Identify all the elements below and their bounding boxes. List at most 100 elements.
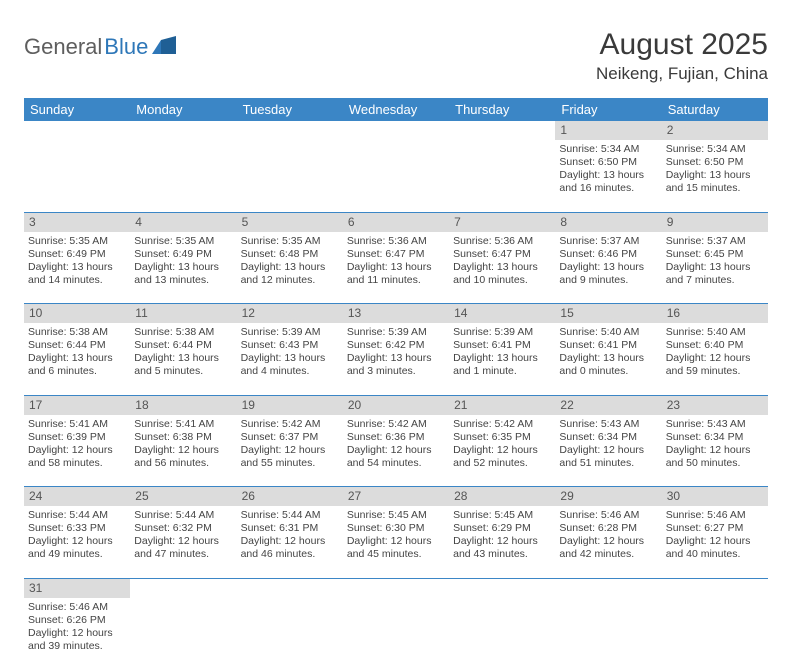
weekday-header: Sunday	[24, 98, 130, 121]
day-sunset: Sunset: 6:49 PM	[28, 248, 126, 261]
day-day2: and 39 minutes.	[28, 640, 126, 653]
day-number-cell: 1	[555, 121, 661, 140]
day-cell: Sunrise: 5:37 AMSunset: 6:45 PMDaylight:…	[662, 232, 768, 304]
logo-flag-icon	[152, 36, 178, 59]
day-sunset: Sunset: 6:32 PM	[134, 522, 232, 535]
day-sunset: Sunset: 6:31 PM	[241, 522, 339, 535]
day-day2: and 6 minutes.	[28, 365, 126, 378]
day-sunset: Sunset: 6:38 PM	[134, 431, 232, 444]
day-sunset: Sunset: 6:47 PM	[347, 248, 445, 261]
week-row: Sunrise: 5:46 AMSunset: 6:26 PMDaylight:…	[24, 598, 768, 670]
day-day2: and 51 minutes.	[559, 457, 657, 470]
day-day1: Daylight: 12 hours	[666, 535, 764, 548]
day-number-row: 10111213141516	[24, 304, 768, 324]
day-cell	[343, 598, 449, 670]
day-number-row: 3456789	[24, 212, 768, 232]
day-day2: and 40 minutes.	[666, 548, 764, 561]
day-day1: Daylight: 12 hours	[347, 444, 445, 457]
day-cell	[130, 140, 236, 212]
day-day1: Daylight: 12 hours	[134, 444, 232, 457]
day-sunset: Sunset: 6:41 PM	[559, 339, 657, 352]
day-sunset: Sunset: 6:37 PM	[241, 431, 339, 444]
day-cell: Sunrise: 5:34 AMSunset: 6:50 PMDaylight:…	[555, 140, 661, 212]
day-cell: Sunrise: 5:35 AMSunset: 6:49 PMDaylight:…	[130, 232, 236, 304]
day-cell: Sunrise: 5:44 AMSunset: 6:31 PMDaylight:…	[237, 506, 343, 578]
day-day1: Daylight: 12 hours	[134, 535, 232, 548]
day-sunset: Sunset: 6:44 PM	[134, 339, 232, 352]
day-day2: and 42 minutes.	[559, 548, 657, 561]
day-sunset: Sunset: 6:29 PM	[453, 522, 551, 535]
day-sunrise: Sunrise: 5:34 AM	[666, 143, 764, 156]
day-number-cell	[449, 121, 555, 140]
day-sunrise: Sunrise: 5:36 AM	[453, 235, 551, 248]
day-day1: Daylight: 13 hours	[453, 261, 551, 274]
day-number-cell	[555, 578, 661, 598]
day-number-cell: 19	[237, 395, 343, 415]
day-number-row: 12	[24, 121, 768, 140]
day-day2: and 56 minutes.	[134, 457, 232, 470]
day-number-cell	[449, 578, 555, 598]
day-sunset: Sunset: 6:43 PM	[241, 339, 339, 352]
day-sunset: Sunset: 6:34 PM	[559, 431, 657, 444]
day-sunset: Sunset: 6:46 PM	[559, 248, 657, 261]
day-number-cell: 23	[662, 395, 768, 415]
day-sunset: Sunset: 6:28 PM	[559, 522, 657, 535]
day-cell: Sunrise: 5:41 AMSunset: 6:38 PMDaylight:…	[130, 415, 236, 487]
day-day1: Daylight: 12 hours	[559, 535, 657, 548]
day-cell: Sunrise: 5:43 AMSunset: 6:34 PMDaylight:…	[662, 415, 768, 487]
day-sunrise: Sunrise: 5:46 AM	[559, 509, 657, 522]
day-cell: Sunrise: 5:45 AMSunset: 6:30 PMDaylight:…	[343, 506, 449, 578]
day-number-cell	[662, 578, 768, 598]
day-day1: Daylight: 13 hours	[241, 261, 339, 274]
day-day2: and 58 minutes.	[28, 457, 126, 470]
day-day1: Daylight: 13 hours	[28, 352, 126, 365]
day-sunrise: Sunrise: 5:43 AM	[666, 418, 764, 431]
day-sunset: Sunset: 6:45 PM	[666, 248, 764, 261]
day-cell	[449, 140, 555, 212]
day-cell: Sunrise: 5:42 AMSunset: 6:36 PMDaylight:…	[343, 415, 449, 487]
day-day1: Daylight: 13 hours	[241, 352, 339, 365]
day-sunset: Sunset: 6:40 PM	[666, 339, 764, 352]
day-sunset: Sunset: 6:35 PM	[453, 431, 551, 444]
day-day2: and 9 minutes.	[559, 274, 657, 287]
day-day1: Daylight: 13 hours	[666, 169, 764, 182]
day-cell	[237, 598, 343, 670]
day-day2: and 14 minutes.	[28, 274, 126, 287]
day-day1: Daylight: 13 hours	[134, 261, 232, 274]
weekday-header-row: Sunday Monday Tuesday Wednesday Thursday…	[24, 98, 768, 121]
day-day1: Daylight: 13 hours	[559, 261, 657, 274]
day-number-cell: 2	[662, 121, 768, 140]
day-number-cell	[130, 578, 236, 598]
day-day2: and 59 minutes.	[666, 365, 764, 378]
day-sunrise: Sunrise: 5:45 AM	[347, 509, 445, 522]
weekday-header: Tuesday	[237, 98, 343, 121]
day-cell: Sunrise: 5:38 AMSunset: 6:44 PMDaylight:…	[130, 323, 236, 395]
week-row: Sunrise: 5:44 AMSunset: 6:33 PMDaylight:…	[24, 506, 768, 578]
day-day1: Daylight: 12 hours	[666, 444, 764, 457]
day-number-cell: 26	[237, 487, 343, 507]
page-header: GeneralBlue August 2025 Neikeng, Fujian,…	[24, 28, 768, 84]
day-day1: Daylight: 12 hours	[241, 535, 339, 548]
day-number-cell: 7	[449, 212, 555, 232]
day-day1: Daylight: 12 hours	[347, 535, 445, 548]
day-number-cell: 13	[343, 304, 449, 324]
day-cell: Sunrise: 5:37 AMSunset: 6:46 PMDaylight:…	[555, 232, 661, 304]
day-cell	[449, 598, 555, 670]
day-cell: Sunrise: 5:38 AMSunset: 6:44 PMDaylight:…	[24, 323, 130, 395]
day-day2: and 45 minutes.	[347, 548, 445, 561]
day-sunset: Sunset: 6:26 PM	[28, 614, 126, 627]
day-cell: Sunrise: 5:44 AMSunset: 6:32 PMDaylight:…	[130, 506, 236, 578]
day-sunrise: Sunrise: 5:44 AM	[241, 509, 339, 522]
day-sunrise: Sunrise: 5:41 AM	[28, 418, 126, 431]
day-day1: Daylight: 12 hours	[559, 444, 657, 457]
day-sunset: Sunset: 6:49 PM	[134, 248, 232, 261]
day-sunrise: Sunrise: 5:37 AM	[666, 235, 764, 248]
day-sunrise: Sunrise: 5:45 AM	[453, 509, 551, 522]
day-sunrise: Sunrise: 5:38 AM	[28, 326, 126, 339]
day-day1: Daylight: 13 hours	[347, 261, 445, 274]
day-number-cell: 14	[449, 304, 555, 324]
day-day2: and 5 minutes.	[134, 365, 232, 378]
day-number-cell: 24	[24, 487, 130, 507]
day-day2: and 43 minutes.	[453, 548, 551, 561]
logo-text-blue: Blue	[104, 34, 148, 60]
